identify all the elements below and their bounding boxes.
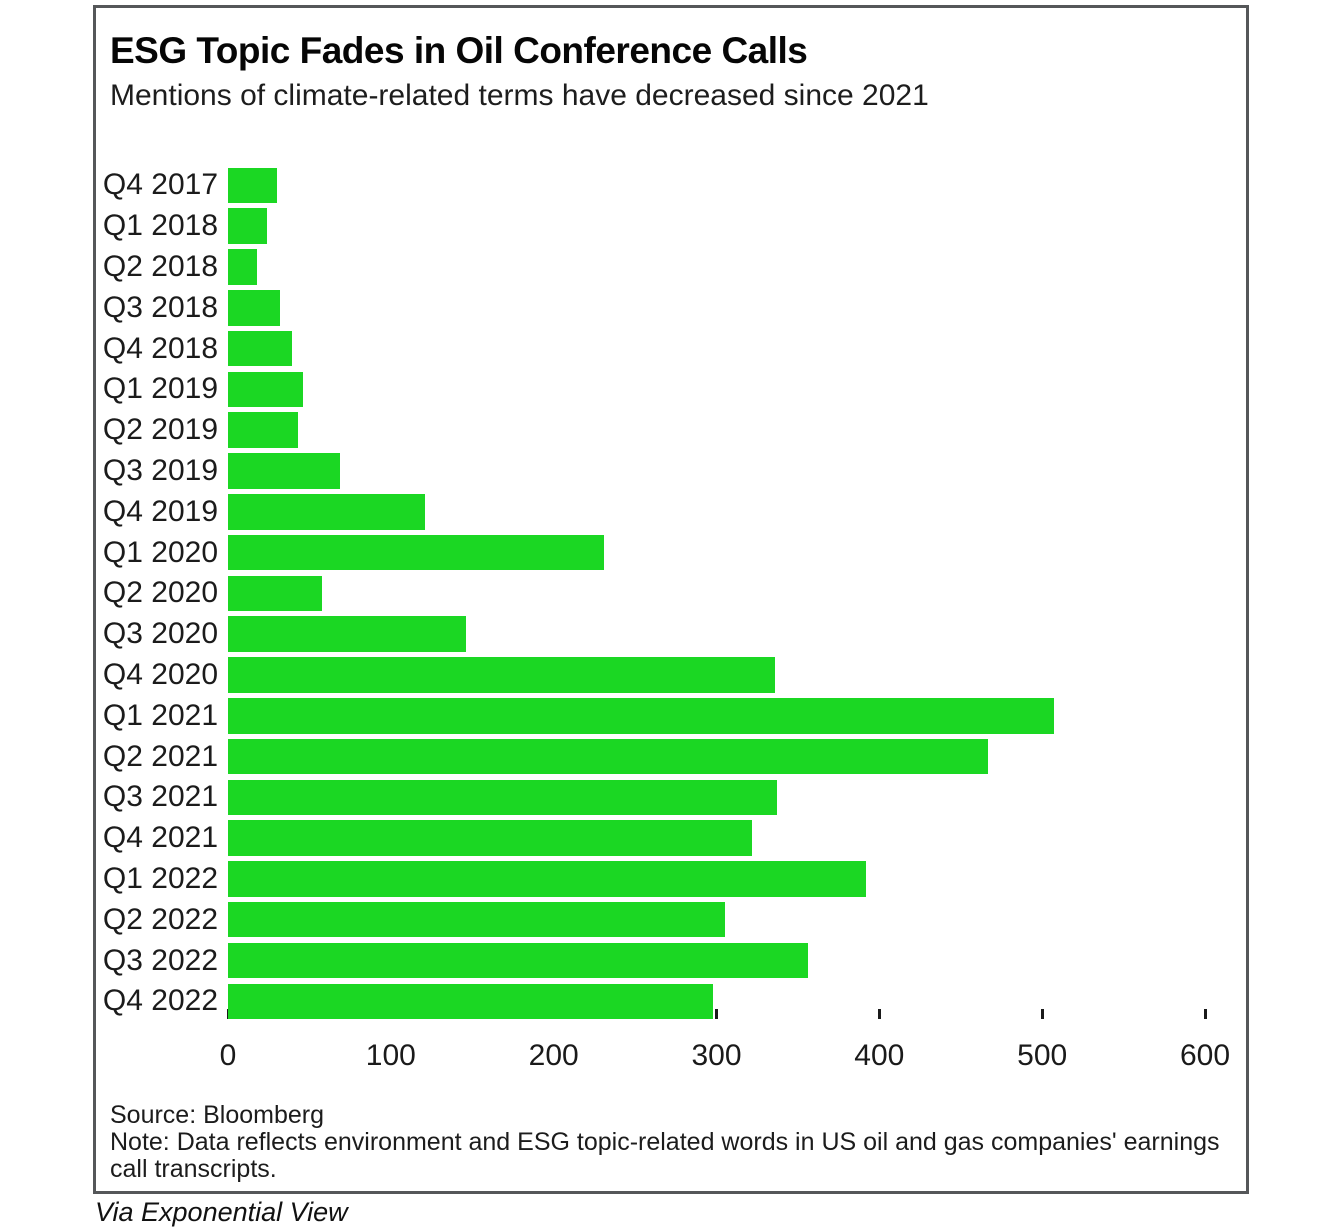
bar (228, 575, 323, 612)
axis-tick (1203, 1009, 1207, 1019)
category-label: Q2 2021 (102, 739, 218, 773)
chart-row: Q1 2021 (96, 695, 1246, 736)
bar-chart: Q4 2017 Q1 2018 Q2 2018 Q3 2018 Q4 2018 Q1 20… (96, 165, 1246, 1022)
chart-row: Q2 2018 (96, 247, 1246, 288)
chart-row: Q3 2022 (96, 940, 1246, 981)
chart-row: Q4 2020 (96, 655, 1246, 696)
bar (228, 330, 292, 367)
axis-tick (877, 1009, 881, 1019)
chart-row: Q1 2018 (96, 206, 1246, 247)
bar (228, 249, 258, 285)
bar (228, 167, 277, 204)
axis-tick-label: 500 (1017, 1039, 1068, 1072)
chart-row: Q4 2019 (96, 491, 1246, 532)
bar (228, 779, 777, 816)
note-line-1: Note: Data reflects environment and ESG … (110, 1128, 1220, 1156)
chart-row: Q2 2020 (96, 573, 1246, 614)
bar (228, 371, 303, 408)
category-label: Q3 2022 (102, 943, 218, 977)
chart-footer: Source: Bloomberg Note: Data reflects en… (110, 1102, 1230, 1183)
category-label: Q2 2018 (102, 249, 218, 283)
category-label: Q2 2019 (102, 413, 218, 447)
chart-subtitle: Mentions of climate-related terms have d… (110, 79, 929, 112)
source-line: Source: Bloomberg (110, 1101, 325, 1129)
category-label: Q4 2021 (102, 821, 218, 855)
bar (228, 901, 725, 938)
chart-row: Q4 2021 (96, 818, 1246, 859)
chart-row: Q4 2017 (96, 165, 1246, 206)
bar (228, 698, 1054, 734)
category-label: Q4 2020 (102, 657, 218, 691)
category-label: Q3 2019 (102, 453, 218, 487)
chart-row: Q2 2021 (96, 736, 1246, 777)
bar (228, 534, 605, 571)
axis-tick-label: 400 (854, 1039, 905, 1072)
bar (228, 983, 714, 1020)
category-label: Q1 2020 (102, 535, 218, 569)
axis-tick-label: 200 (528, 1039, 579, 1072)
axis-tick (715, 1009, 718, 1019)
bar (228, 657, 776, 693)
category-label: Q3 2021 (102, 780, 218, 814)
axis-tick-label: 600 (1179, 1039, 1231, 1072)
chart-title: ESG Topic Fades in Oil Conference Calls (110, 30, 808, 71)
chart-row: Q3 2018 (96, 287, 1246, 328)
bar (228, 494, 425, 530)
category-label: Q4 2019 (102, 494, 218, 528)
chart-row: Q1 2020 (96, 532, 1246, 573)
axis-tick-label: 300 (691, 1039, 742, 1072)
category-label: Q1 2018 (102, 209, 218, 243)
chart-row: Q3 2021 (96, 777, 1246, 818)
bar (228, 861, 867, 897)
category-label: Q1 2021 (102, 698, 218, 732)
chart-row: Q2 2019 (96, 410, 1246, 451)
category-label: Q3 2020 (102, 617, 218, 651)
axis-tick-label: 0 (219, 1039, 237, 1072)
category-label: Q1 2022 (102, 861, 218, 895)
chart-row: Q3 2019 (96, 451, 1246, 492)
category-label: Q2 2020 (102, 576, 218, 610)
note-line-2: call transcripts. (110, 1155, 277, 1183)
chart-row: Q4 2018 (96, 328, 1246, 369)
category-label: Q1 2019 (102, 372, 218, 406)
bar (228, 820, 753, 856)
x-axis-labels: 0 100 200 300 400 500 600 (220, 1039, 1231, 1073)
bar (228, 453, 341, 489)
category-label: Q4 2017 (102, 168, 218, 202)
category-label: Q4 2022 (102, 984, 218, 1018)
category-label: Q2 2022 (102, 902, 218, 936)
bar (228, 208, 268, 244)
category-label: Q4 2018 (102, 331, 218, 365)
axis-tick-label: 100 (365, 1039, 416, 1072)
axis-tick (1040, 1009, 1044, 1019)
chart-row: Q1 2019 (96, 369, 1246, 410)
chart-row: Q3 2020 (96, 614, 1246, 655)
attribution-text: Via Exponential View (95, 1197, 348, 1227)
chart-row: Q4 2022 (96, 981, 1246, 1022)
chart-card: ESG Topic Fades in Oil Conference Calls … (93, 5, 1249, 1194)
bar (228, 942, 808, 979)
chart-row: Q1 2022 (96, 859, 1246, 900)
bar (228, 412, 298, 448)
bar (228, 738, 989, 775)
chart-row: Q2 2022 (96, 899, 1246, 940)
bar (228, 290, 281, 326)
category-label: Q3 2018 (102, 290, 218, 324)
bar (228, 616, 466, 652)
